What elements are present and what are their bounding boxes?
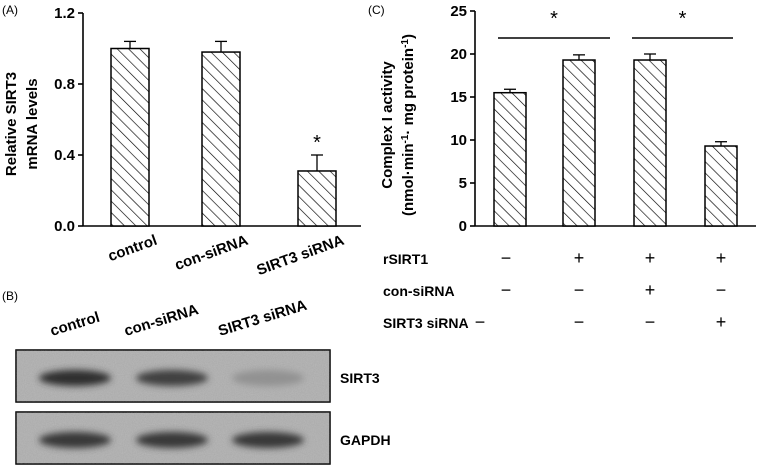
panel-a-ytick-label: 0.0	[54, 218, 75, 235]
panel-a-category-label: con-siRNA	[173, 232, 251, 274]
panel-c-bars	[493, 53, 738, 227]
panel-c-ytick-label: 20	[450, 46, 467, 63]
blot-lane-labels: control con-siRNA SIRT3 siRNA	[48, 297, 309, 340]
panel-a-bar	[110, 47, 150, 227]
panel-c-ytick-label: 10	[450, 132, 467, 149]
panel-c-label: (C)	[368, 3, 385, 17]
panel-a-bar	[297, 170, 337, 227]
blot-row-gapdh: GAPDH	[15, 411, 391, 465]
treatment-sign: −	[574, 280, 585, 300]
panel-c-ytick-label: 5	[459, 175, 467, 192]
treatment-sign: −	[716, 280, 727, 300]
treatment-sign: −	[475, 312, 486, 332]
treatment-sign: −	[645, 312, 656, 332]
panel-a-significance-star: *	[313, 132, 321, 154]
blot-row-label: SIRT3	[340, 370, 380, 386]
panel-a: (A) Relative SIRT3 mRNA levels 0.0 0.4 0.8…	[2, 3, 361, 279]
blot-band	[232, 432, 304, 448]
blot-lane-label: control	[48, 309, 102, 340]
treatment-sign: +	[716, 312, 727, 332]
panel-b: (B) control con-siRNA SIRT3 siRNA SIRT3 GAP…	[2, 289, 391, 465]
panel-a-ytick-label: 0.8	[54, 76, 75, 93]
blot-band	[136, 432, 208, 448]
panel-a-bars: *	[110, 40, 337, 227]
blot-lane-label: SIRT3 siRNA	[216, 297, 309, 340]
panel-c-bar	[493, 91, 527, 227]
panel-a-ytick-label: 0.4	[54, 147, 76, 164]
panel-c-ylabel-line1: Complex I activity	[379, 61, 396, 189]
treatment-row-label: con-siRNA	[383, 283, 455, 299]
ylabel-unit-b: · mg protein	[400, 48, 417, 135]
blot-row-sirt3: SIRT3	[15, 349, 380, 403]
blot-row-label: GAPDH	[340, 432, 391, 448]
panel-c: (C) Complex I activity (nmol·min-1· mg p…	[368, 3, 756, 332]
treatment-sign: −	[501, 248, 512, 268]
treatment-sign: +	[645, 248, 656, 268]
panel-c-ytick-label: 15	[450, 89, 467, 106]
treatment-row-label: SIRT3 siRNA	[383, 315, 469, 331]
blot-band	[232, 370, 304, 386]
panel-c-bar	[562, 59, 596, 227]
treatment-sign: +	[645, 280, 656, 300]
panel-a-label: (A)	[2, 3, 18, 17]
treatment-sign: −	[501, 280, 512, 300]
treatment-sign: +	[716, 248, 727, 268]
blot-band	[136, 370, 208, 386]
panel-a-category-label: control	[106, 232, 160, 265]
ylabel-unit-c: )	[400, 34, 417, 39]
blot-lane-label: con-siRNA	[122, 301, 200, 340]
panel-a-ticks: 0.0 0.4 0.8 1.2	[54, 5, 83, 235]
panel-c-ytick-label: 0	[459, 218, 467, 235]
panel-a-category-label: SIRT3 siRNA	[254, 232, 346, 279]
panel-c-ticks: 0 5 10 15 20 25	[450, 3, 475, 235]
panel-a-ylabel-line2: mRNA levels	[24, 78, 41, 169]
panel-b-label: (B)	[2, 289, 18, 303]
panel-a-bar	[201, 51, 241, 227]
blot-band	[39, 370, 111, 386]
blot-rows: SIRT3 GAPDH	[15, 349, 391, 465]
panel-a-category-labels: control con-siRNA SIRT3 siRNA	[106, 232, 347, 279]
panel-c-ylabel-line2: (nmol·min-1· mg protein-1)	[400, 34, 418, 216]
ylabel-unit-a: (nmol·min	[400, 143, 417, 216]
blot-band	[39, 432, 111, 448]
ylabel-sup-b: -1	[400, 39, 411, 48]
panel-c-treatment-table: rSIRT1− + + +con-siRNA − − + −SIRT3 siRNA − − − +	[383, 248, 726, 332]
panel-c-significance-star: *	[679, 8, 687, 30]
panel-c-significance: * *	[498, 8, 733, 39]
treatment-sign: +	[574, 248, 585, 268]
panel-a-ylabel-line1: Relative SIRT3	[3, 72, 20, 176]
panel-c-significance-star: *	[550, 8, 558, 30]
panel-c-bar	[704, 145, 738, 227]
treatment-row-label: rSIRT1	[383, 251, 428, 267]
ylabel-sup-a: -1	[400, 134, 411, 143]
panel-a-ytick-label: 1.2	[54, 5, 75, 22]
treatment-sign: −	[574, 312, 585, 332]
panel-c-bar	[633, 59, 667, 227]
panel-c-ytick-label: 25	[450, 3, 467, 20]
